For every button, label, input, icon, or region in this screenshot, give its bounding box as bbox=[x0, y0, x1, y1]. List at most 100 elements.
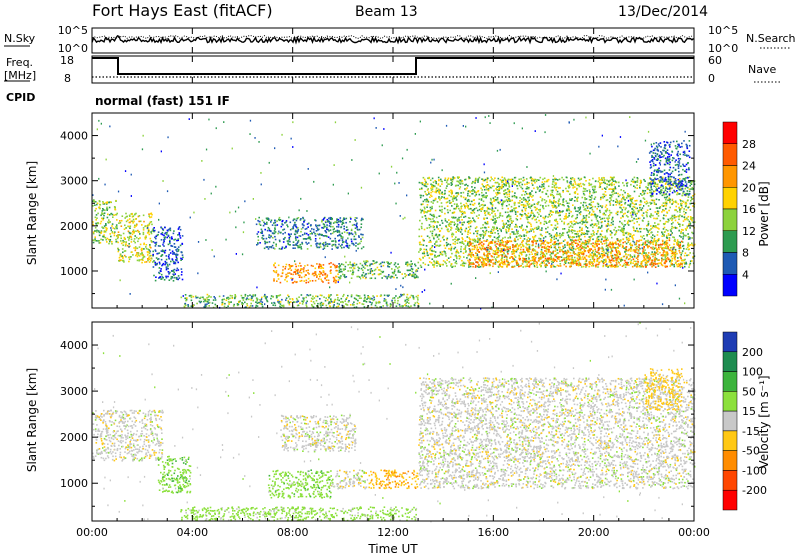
data-cell bbox=[159, 276, 161, 279]
data-cell bbox=[154, 279, 157, 282]
data-cell bbox=[279, 240, 281, 243]
data-cell bbox=[603, 195, 606, 198]
data-cell bbox=[198, 300, 201, 303]
data-cell bbox=[515, 196, 518, 198]
data-cell bbox=[621, 259, 624, 261]
data-cell bbox=[346, 303, 348, 306]
data-cell bbox=[511, 251, 513, 253]
data-cell bbox=[613, 176, 615, 179]
data-cell bbox=[632, 226, 635, 228]
data-cell bbox=[450, 189, 453, 192]
data-cell bbox=[255, 223, 258, 226]
data-cell bbox=[486, 217, 488, 219]
data-cell bbox=[414, 264, 417, 267]
data-cell bbox=[509, 199, 511, 201]
data-cell bbox=[241, 301, 243, 304]
data-cell bbox=[378, 263, 381, 266]
data-cell bbox=[163, 279, 166, 281]
data-cell bbox=[497, 185, 500, 188]
data-cell bbox=[285, 263, 288, 266]
data-cell bbox=[129, 221, 131, 224]
data-cell bbox=[298, 235, 300, 237]
data-cell bbox=[284, 236, 286, 239]
data-cell bbox=[233, 303, 235, 306]
data-cell bbox=[579, 208, 581, 210]
data-cell bbox=[578, 212, 581, 214]
data-cell bbox=[338, 267, 341, 269]
data-cell bbox=[353, 262, 356, 265]
data-cell bbox=[459, 179, 462, 181]
data-cell bbox=[595, 233, 598, 235]
data-cell bbox=[93, 200, 96, 203]
data-cell bbox=[639, 206, 641, 209]
data-cell bbox=[521, 187, 524, 190]
data-cell bbox=[597, 223, 600, 225]
data-cell bbox=[432, 263, 434, 266]
cpid-label: CPID bbox=[6, 91, 35, 104]
data-cell bbox=[322, 243, 325, 246]
data-cell bbox=[421, 252, 424, 255]
data-cell bbox=[367, 295, 369, 297]
data-cell bbox=[274, 266, 277, 269]
data-cell bbox=[555, 183, 557, 186]
data-cell bbox=[655, 217, 657, 220]
data-cell bbox=[350, 238, 353, 241]
data-cell bbox=[553, 199, 555, 202]
data-cell bbox=[583, 194, 586, 196]
data-cell bbox=[641, 191, 644, 193]
data-cell bbox=[282, 269, 284, 271]
data-cell bbox=[339, 265, 342, 267]
data-cell bbox=[594, 186, 596, 189]
data-cell bbox=[286, 224, 288, 226]
data-cell bbox=[429, 261, 431, 263]
data-cell bbox=[481, 178, 483, 180]
data-cell bbox=[154, 242, 156, 244]
data-cell bbox=[640, 181, 642, 183]
data-cell bbox=[525, 187, 528, 190]
data-cell bbox=[567, 185, 570, 188]
data-cell bbox=[490, 202, 492, 205]
data-cell bbox=[330, 298, 332, 300]
data-cell bbox=[382, 264, 385, 267]
data-cell bbox=[334, 266, 337, 268]
data-cell bbox=[409, 265, 412, 267]
data-cell bbox=[141, 252, 143, 255]
data-cell bbox=[162, 276, 164, 279]
data-cell bbox=[486, 195, 488, 197]
data-cell bbox=[344, 300, 346, 302]
data-cell bbox=[305, 305, 308, 308]
data-cell bbox=[460, 211, 463, 213]
data-cell bbox=[498, 202, 500, 205]
data-cell bbox=[616, 238, 618, 240]
data-cell bbox=[346, 245, 349, 247]
data-cell bbox=[474, 195, 476, 197]
data-cell bbox=[605, 224, 608, 227]
data-cell bbox=[426, 250, 428, 253]
data-cell bbox=[197, 296, 199, 299]
data-cell bbox=[558, 234, 560, 237]
data-cell bbox=[432, 184, 435, 187]
data-cell bbox=[288, 272, 291, 274]
data-cell bbox=[449, 256, 452, 258]
data-cell bbox=[306, 264, 309, 266]
data-cell bbox=[497, 191, 499, 194]
data-cell bbox=[366, 260, 368, 262]
data-cell bbox=[102, 235, 105, 238]
data-cell bbox=[688, 206, 690, 208]
data-cell bbox=[413, 274, 415, 277]
data-cell bbox=[410, 274, 413, 276]
data-cell bbox=[408, 263, 411, 266]
data-cell bbox=[92, 231, 95, 233]
data-cell bbox=[360, 218, 363, 221]
data-cell bbox=[592, 238, 594, 241]
data-cell bbox=[439, 199, 441, 201]
data-cell bbox=[424, 180, 427, 182]
data-cell bbox=[632, 181, 635, 183]
data-cell bbox=[528, 196, 530, 199]
data-cell bbox=[482, 194, 485, 196]
data-cell bbox=[573, 236, 575, 238]
data-cell bbox=[287, 225, 289, 228]
data-cell bbox=[270, 221, 272, 223]
data-cell bbox=[583, 176, 586, 178]
data-cell bbox=[491, 209, 493, 211]
